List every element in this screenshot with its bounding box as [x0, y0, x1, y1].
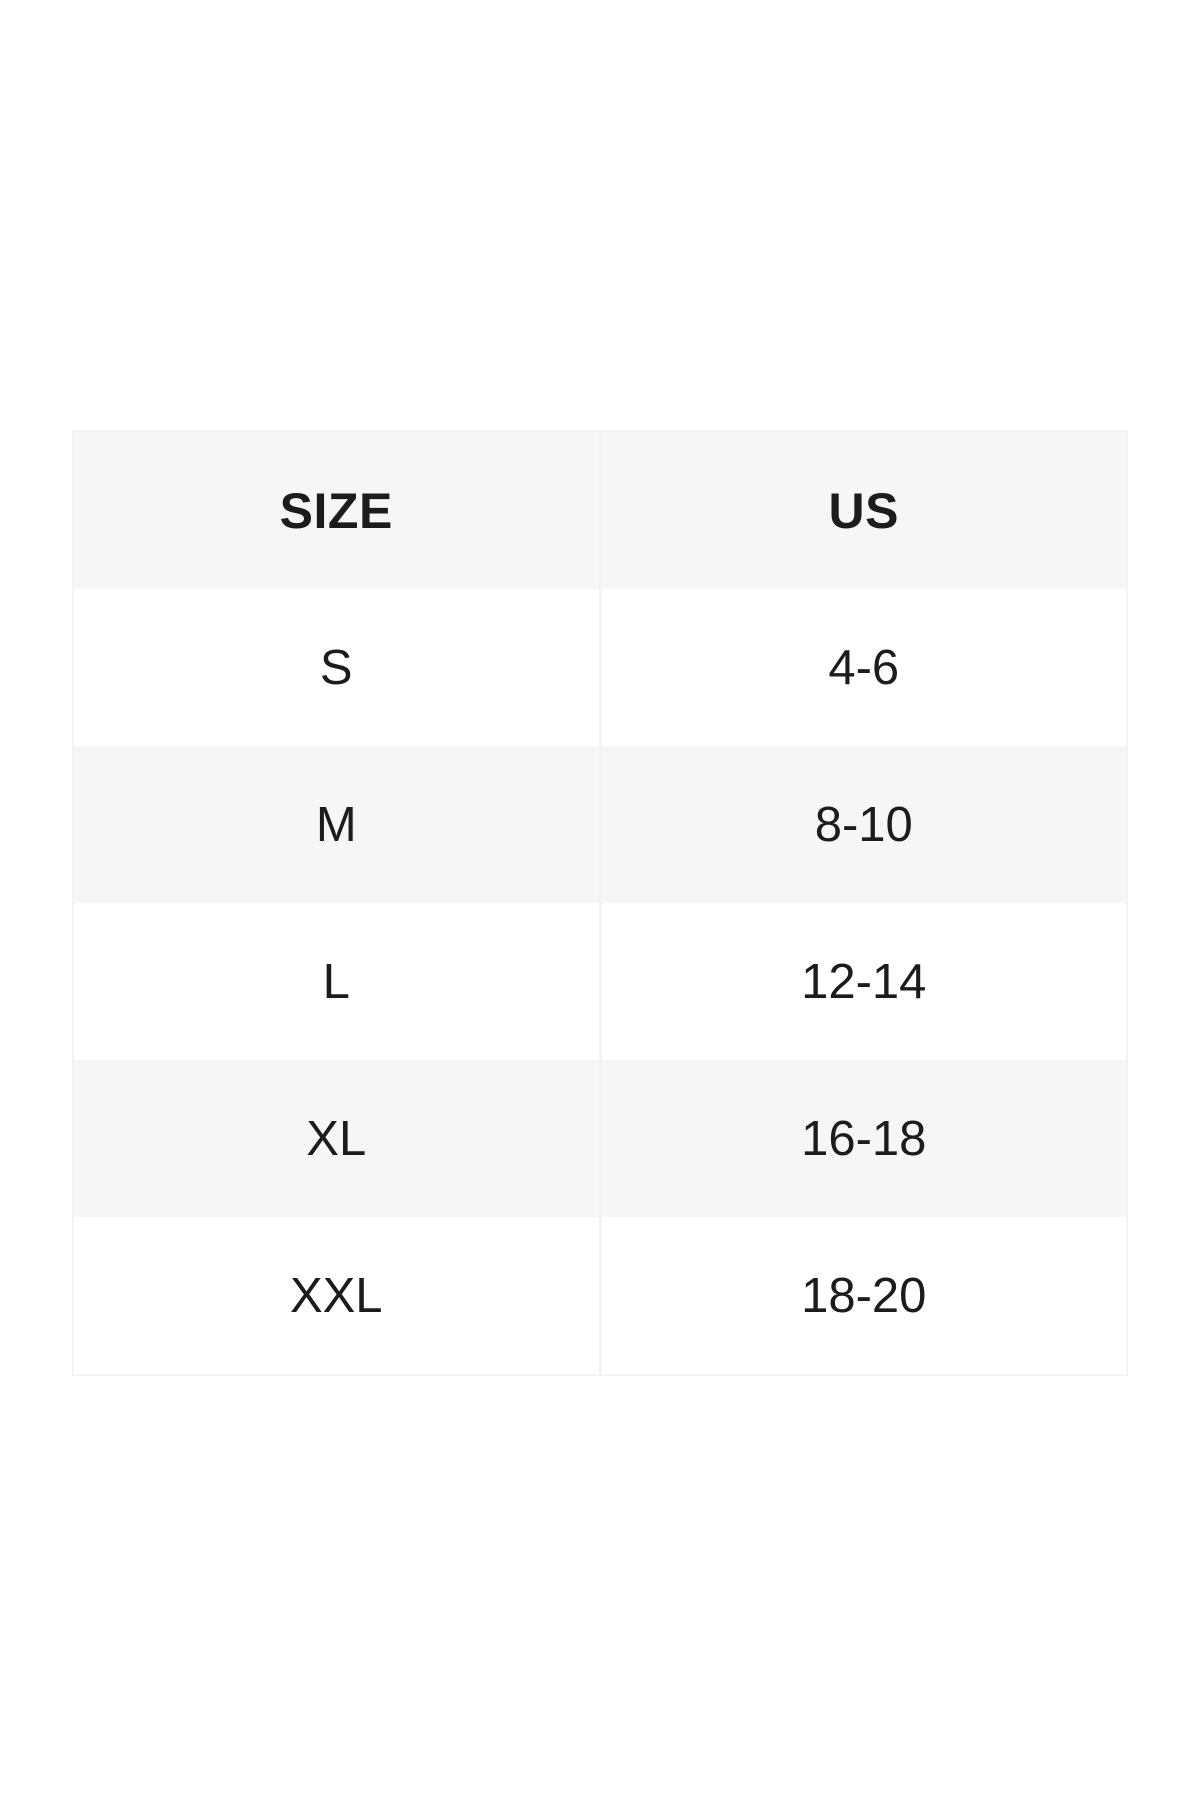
us-cell: 8-10	[600, 746, 1127, 903]
us-cell: 12-14	[600, 903, 1127, 1060]
table-header-row: SIZE US	[73, 431, 1127, 589]
column-header-size: SIZE	[73, 431, 602, 589]
table-row-xl: XL 16-18	[73, 1060, 1127, 1217]
table-row-m: M 8-10	[73, 746, 1127, 903]
size-cell: L	[73, 903, 602, 1060]
us-cell: 18-20	[600, 1217, 1127, 1375]
table-row-s: S 4-6	[73, 589, 1127, 746]
size-cell: XXL	[73, 1217, 602, 1375]
size-cell: M	[73, 746, 602, 903]
size-cell: S	[73, 589, 602, 746]
us-cell: 4-6	[600, 589, 1127, 746]
us-cell: 16-18	[600, 1060, 1127, 1217]
size-chart-table: SIZE US S 4-6 M 8-10 L 12-14 XL 16-18 XX…	[72, 430, 1128, 1376]
size-cell: XL	[73, 1060, 602, 1217]
table-row-l: L 12-14	[73, 903, 1127, 1060]
column-header-us: US	[600, 431, 1127, 589]
table-row-xxl: XXL 18-20	[73, 1217, 1127, 1375]
